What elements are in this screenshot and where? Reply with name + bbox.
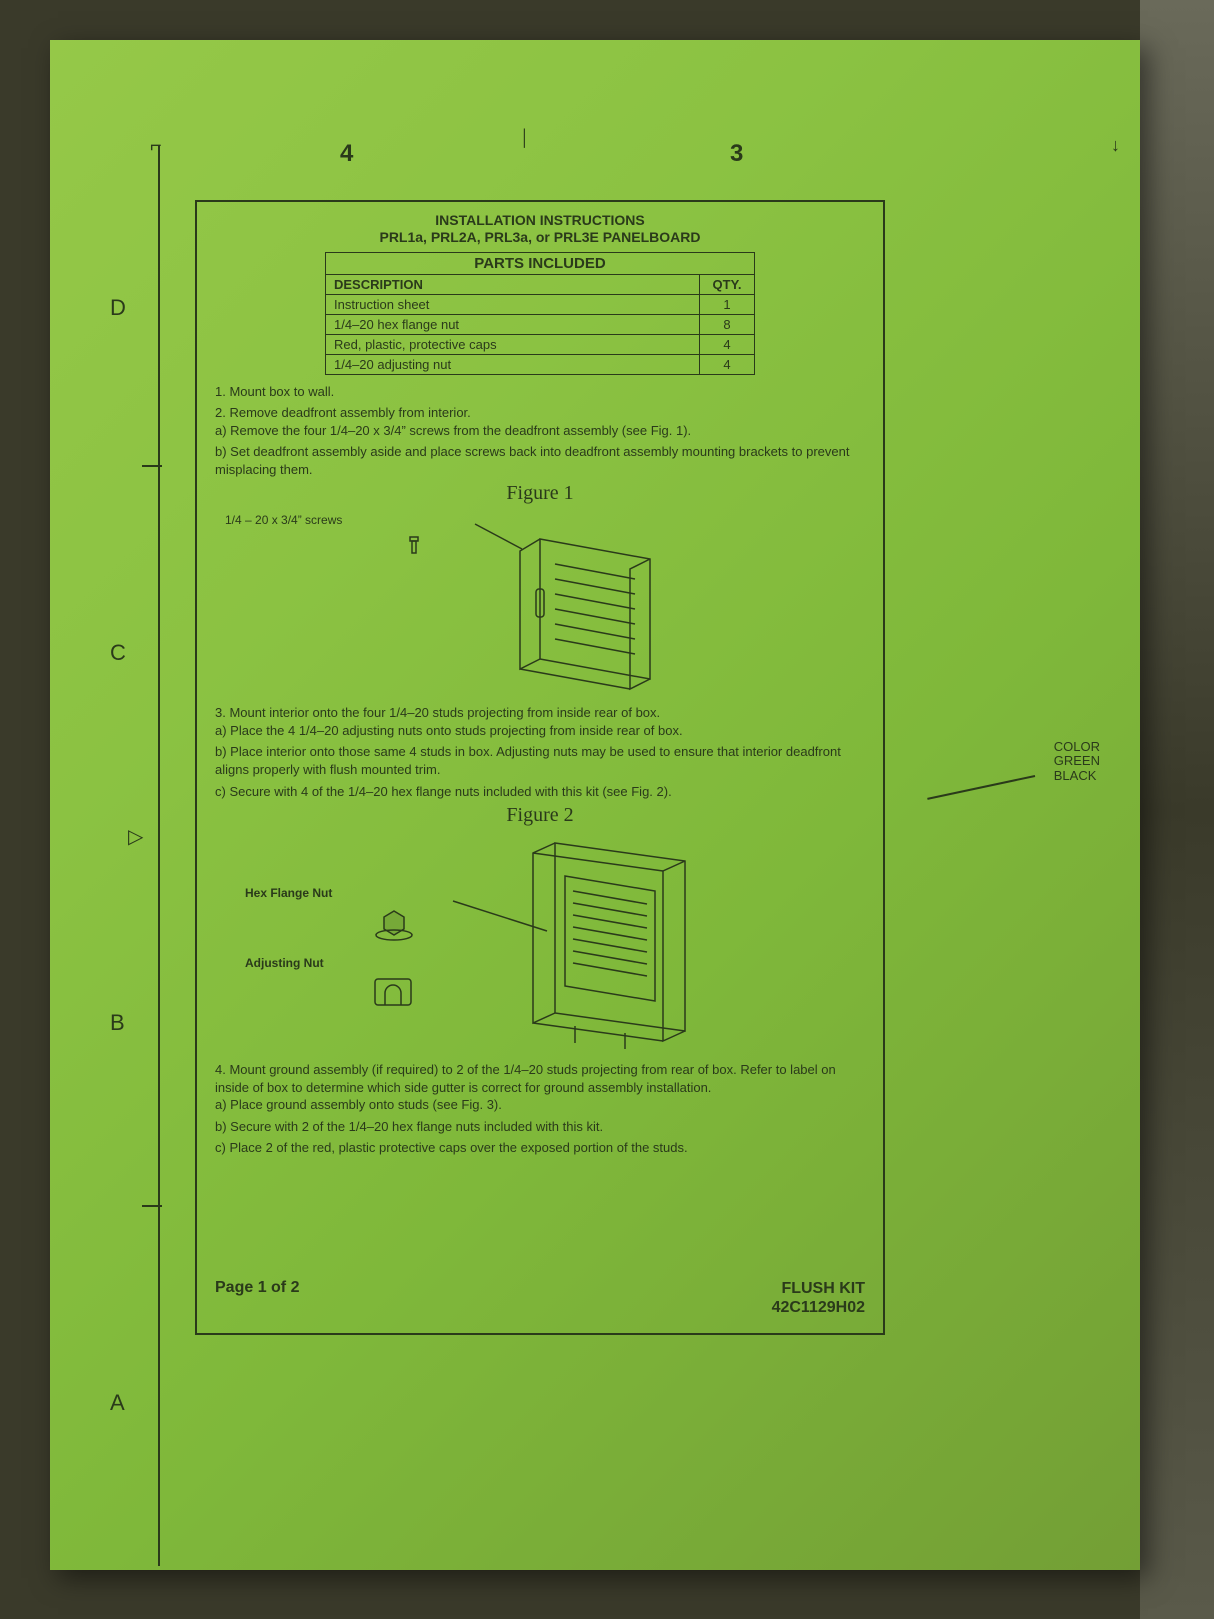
parts-col-qty: QTY. [700, 274, 755, 294]
parts-col-desc: DESCRIPTION [326, 274, 700, 294]
step-4: 4. Mount ground assembly (if required) t… [215, 1061, 865, 1157]
frame-row-b: B [110, 1010, 125, 1036]
frame-row-c: C [110, 640, 126, 666]
page-number: Page 1 of 2 [215, 1279, 299, 1317]
instruction-steps: 1. Mount box to wall. 2. Remove deadfron… [215, 383, 865, 479]
frame-left-line [158, 146, 160, 1566]
step-3-text: 3. Mount interior onto the four 1/4–20 s… [215, 705, 660, 720]
frame-tick [142, 465, 162, 467]
step-3a: a) Place the 4 1/4–20 adjusting nuts ont… [215, 722, 865, 740]
fig2-callout-hex: Hex Flange Nut [245, 886, 332, 900]
header-line1: INSTALLATION INSTRUCTIONS [215, 212, 865, 229]
table-row: Red, plastic, protective caps 4 [326, 334, 755, 354]
color-note: COLOR GREEN BLACK [1054, 740, 1100, 783]
step-4c: c) Place 2 of the red, plastic protectiv… [215, 1139, 865, 1157]
table-row: 1/4–20 hex flange nut 8 [326, 314, 755, 334]
table-row: 1/4–20 adjusting nut 4 [326, 354, 755, 374]
parts-qty: 1 [700, 294, 755, 314]
table-row: Instruction sheet 1 [326, 294, 755, 314]
color-note-line: COLOR [1054, 740, 1100, 754]
frame-center-arrow: ▷ [128, 824, 143, 849]
parts-desc: 1/4–20 adjusting nut [326, 354, 700, 374]
parts-desc: 1/4–20 hex flange nut [326, 314, 700, 334]
frame-col-4: 4 [340, 140, 353, 168]
kit-label: FLUSH KIT [772, 1279, 865, 1298]
step-2: 2. Remove deadfront assembly from interi… [215, 404, 865, 478]
step-2b: b) Set deadfront assembly aside and plac… [215, 443, 865, 478]
parts-included-table: PARTS INCLUDED DESCRIPTION QTY. Instruct… [325, 252, 755, 375]
figure-1-diagram [340, 509, 740, 704]
background-edge [1140, 0, 1214, 1619]
step-4b: b) Secure with 2 of the 1/4–20 hex flang… [215, 1118, 865, 1136]
step-1: 1. Mount box to wall. [215, 383, 865, 401]
document-header: INSTALLATION INSTRUCTIONS PRL1a, PRL2A, … [215, 212, 865, 246]
header-line2: PRL1a, PRL2A, PRL3a, or PRL3E PANELBOARD [215, 229, 865, 246]
parts-desc: Instruction sheet [326, 294, 700, 314]
instruction-steps-3: 3. Mount interior onto the four 1/4–20 s… [215, 704, 865, 800]
step-3c: c) Secure with 4 of the 1/4–20 hex flang… [215, 783, 865, 801]
parts-desc: Red, plastic, protective caps [326, 334, 700, 354]
color-leader-line [927, 775, 1035, 800]
fig1-callout: 1/4 – 20 x 3/4” screws [225, 513, 342, 527]
step-4-text: 4. Mount ground assembly (if required) t… [215, 1062, 836, 1095]
frame-col-3: 3 [730, 140, 743, 168]
step-2a: a) Remove the four 1/4–20 x 3/4” screws … [215, 422, 865, 440]
figure-1-title: Figure 1 [215, 482, 865, 505]
figure-2-diagram [325, 831, 755, 1056]
frame-tick [142, 1205, 162, 1207]
parts-qty: 8 [700, 314, 755, 334]
crop-mark-tr: ↓ [1111, 135, 1120, 156]
parts-qty: 4 [700, 354, 755, 374]
crop-mark-tc: │ [520, 130, 530, 148]
step-3b: b) Place interior onto those same 4 stud… [215, 743, 865, 778]
color-note-line: GREEN [1054, 754, 1100, 768]
instruction-sheet: ⌐ │ 4 3 ↓ D C ▷ B A COLOR GREEN BLACK IN… [50, 40, 1140, 1570]
parts-qty: 4 [700, 334, 755, 354]
frame-row-d: D [110, 295, 126, 321]
parts-table-title: PARTS INCLUDED [326, 252, 755, 274]
step-3: 3. Mount interior onto the four 1/4–20 s… [215, 704, 865, 800]
page-footer: Page 1 of 2 FLUSH KIT 42C1129H02 [215, 1279, 865, 1317]
content-frame: INSTALLATION INSTRUCTIONS PRL1a, PRL2A, … [195, 200, 885, 1335]
frame-row-a: A [110, 1390, 125, 1416]
step-2-text: 2. Remove deadfront assembly from interi… [215, 405, 471, 420]
instruction-steps-4: 4. Mount ground assembly (if required) t… [215, 1061, 865, 1157]
fig2-callout-adj: Adjusting Nut [245, 956, 324, 970]
color-note-line: BLACK [1054, 769, 1100, 783]
step-4a: a) Place ground assembly onto studs (see… [215, 1096, 865, 1114]
figure-2-title: Figure 2 [215, 804, 865, 827]
kit-number: 42C1129H02 [772, 1298, 865, 1317]
